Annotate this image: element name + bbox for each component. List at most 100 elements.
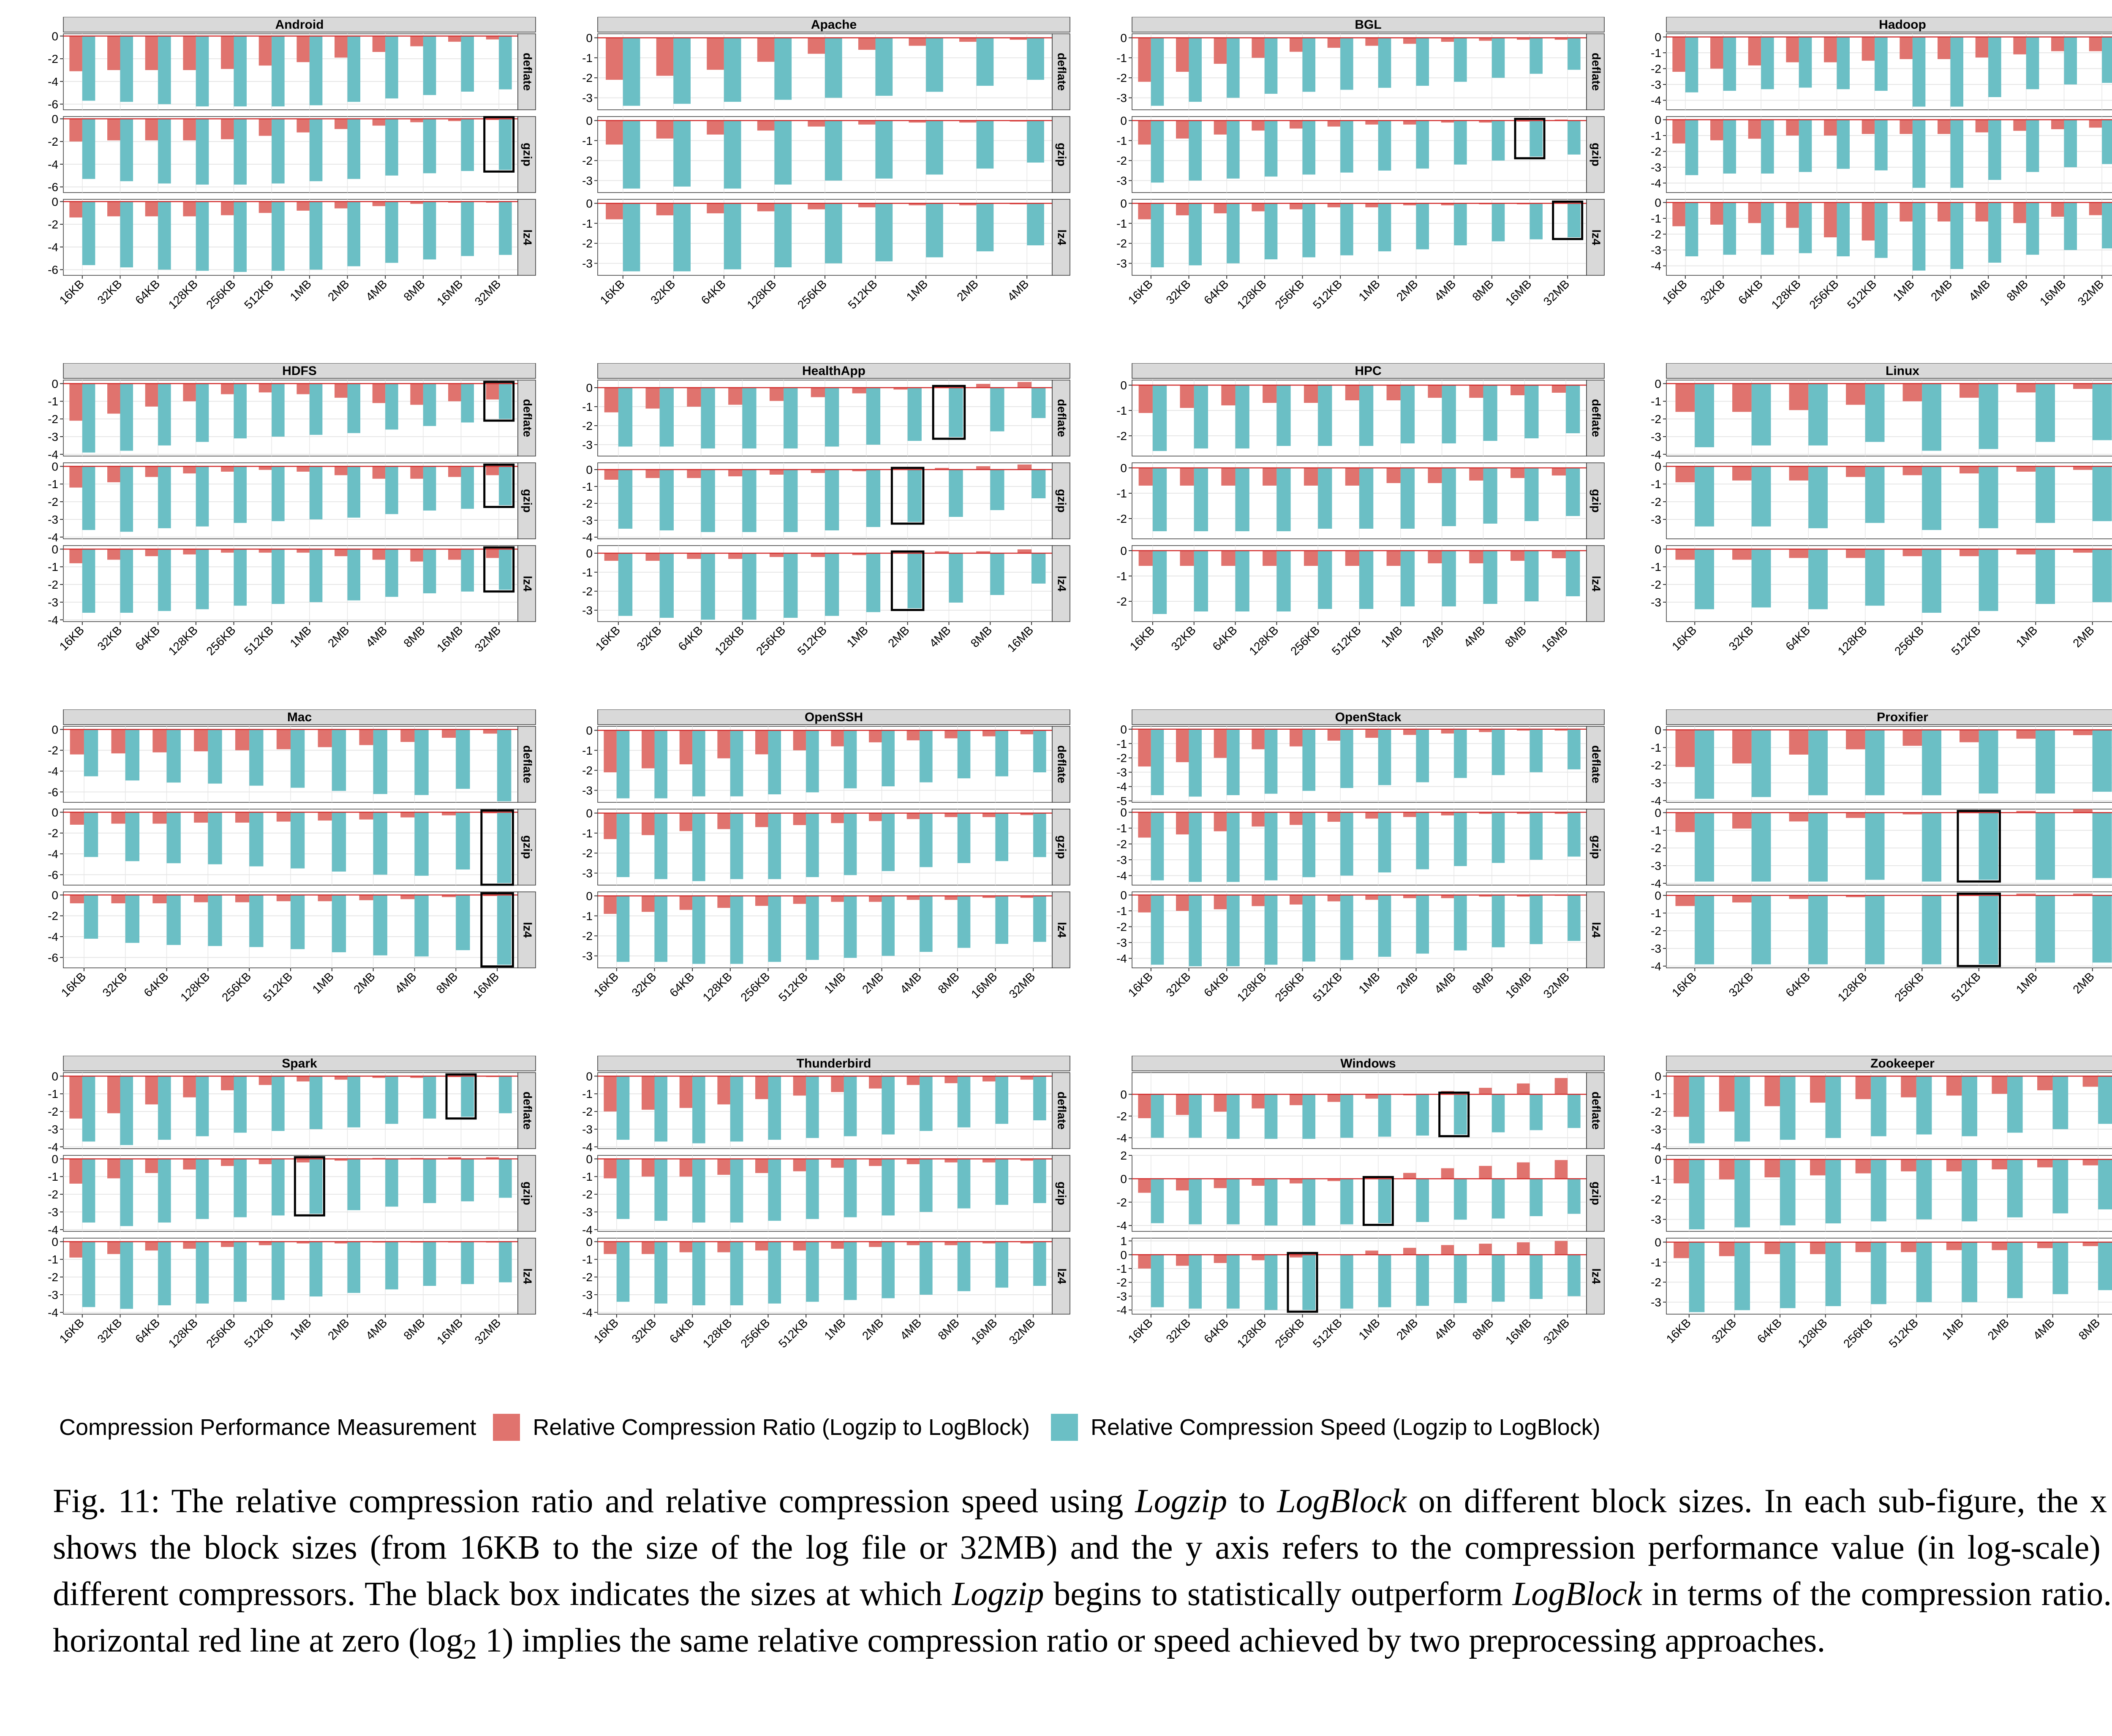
- x-tick-label: 64KB: [667, 970, 697, 999]
- bar-speed: [1685, 37, 1698, 92]
- bar-ratio: [1748, 202, 1761, 223]
- bar-ratio: [604, 1159, 617, 1179]
- panel-frame: [1132, 1155, 1587, 1232]
- bar-speed: [385, 119, 398, 176]
- legend-swatch-ratio: [493, 1414, 520, 1441]
- bar-ratio: [2013, 120, 2026, 131]
- x-tick-label: 64KB: [133, 277, 162, 307]
- bar-ratio: [1992, 1159, 2007, 1170]
- y-tick-label: 0: [586, 114, 593, 127]
- bar-speed: [385, 1242, 398, 1290]
- bar-speed: [692, 1159, 705, 1223]
- subplot-svg: Hadoop0-1-2-3-4deflate0-1-2-3-4gzip0-1-2…: [1651, 17, 2112, 312]
- facet-strip-label: deflate: [1590, 745, 1603, 783]
- bar-speed: [1723, 202, 1736, 255]
- bar-ratio: [1327, 1179, 1341, 1181]
- subplot-windows: Windows 0 -2 -4 deflate 2 0 -2 -4 gzip 1 0 -1 -2 -3 -4 l…: [1086, 1056, 1622, 1402]
- bar-speed: [2026, 37, 2039, 90]
- subplot-healthapp: HealthApp 0 -1 -2 -3 deflate 0 -1 -2 -3 -4 gzip 0 -1-…: [551, 363, 1088, 709]
- bar-ratio: [1403, 203, 1416, 206]
- x-tick-label: 16MB: [969, 970, 1000, 1001]
- bar-speed: [208, 895, 222, 946]
- bar-ratio: [194, 812, 208, 823]
- bar-ratio: [1517, 38, 1530, 40]
- y-tick-label: -2: [1651, 578, 1661, 591]
- bar-speed: [995, 1076, 1008, 1124]
- bar-ratio: [2073, 894, 2093, 896]
- bar-speed: [882, 1076, 895, 1135]
- facet-strip-label: lz4: [521, 922, 534, 938]
- bar-ratio: [1214, 729, 1227, 758]
- bar-ratio: [145, 383, 158, 407]
- bar-ratio: [1138, 1094, 1151, 1118]
- bar-speed: [957, 1159, 971, 1209]
- y-tick-label: 0: [1655, 806, 1661, 819]
- bar-speed: [1922, 812, 1941, 882]
- x-tick-label: 32KB: [1726, 623, 1756, 653]
- bar-ratio: [906, 1242, 920, 1245]
- bar-ratio: [717, 896, 730, 908]
- bar-ratio: [1946, 1076, 1962, 1096]
- bar-ratio: [1732, 895, 1752, 903]
- bar-speed: [920, 813, 933, 867]
- bar-speed: [1979, 383, 1998, 449]
- x-tick-label: 16KB: [598, 277, 627, 307]
- subplot-svg: Spark0-1-2-3-4deflate0-1-2-3-4gzip0-1-2-…: [48, 1056, 536, 1350]
- bar-speed: [1378, 120, 1391, 171]
- bar-ratio: [707, 203, 724, 214]
- bar-speed: [2102, 37, 2112, 83]
- bar-speed: [234, 383, 247, 439]
- x-tick-label: 256KB: [738, 970, 772, 1004]
- bar-ratio: [2089, 37, 2102, 52]
- panel-frame: [63, 199, 518, 276]
- bar-speed: [1922, 383, 1941, 451]
- y-tick-label: -3: [1651, 1213, 1661, 1226]
- bar-ratio: [1290, 1255, 1303, 1258]
- bar-speed: [456, 729, 470, 789]
- facet-strip-label: deflate: [1590, 399, 1603, 437]
- bar-speed: [1151, 895, 1164, 965]
- bar-speed: [618, 553, 633, 616]
- bar-ratio: [448, 36, 461, 42]
- x-tick-label: 16KB: [1127, 623, 1157, 653]
- bar-ratio: [221, 119, 234, 139]
- bar-speed: [1033, 1159, 1046, 1204]
- bar-speed: [1912, 202, 1926, 271]
- bar-ratio: [69, 1159, 82, 1184]
- bar-ratio: [400, 895, 415, 899]
- y-tick-label: -2: [1651, 228, 1661, 241]
- bar-speed: [2098, 1159, 2112, 1209]
- bar-ratio: [852, 388, 866, 394]
- bar-ratio: [297, 549, 310, 553]
- y-tick-label: -2: [1116, 429, 1127, 443]
- y-tick-label: -4: [48, 930, 58, 943]
- bar-speed: [1227, 1255, 1240, 1309]
- y-tick-label: -3: [582, 950, 593, 963]
- bar-ratio: [831, 1242, 844, 1249]
- bar-speed: [692, 1242, 705, 1306]
- bar-ratio: [707, 38, 724, 70]
- x-tick-label: 64KB: [1783, 623, 1813, 653]
- y-tick-label: -3: [48, 1123, 58, 1136]
- y-tick-label: -6: [48, 868, 58, 881]
- bar-speed: [423, 119, 436, 174]
- bar-ratio: [152, 895, 167, 904]
- bar-ratio: [1441, 895, 1454, 898]
- bar-speed: [461, 1242, 474, 1284]
- bar-speed: [120, 1159, 133, 1226]
- bar-ratio: [1290, 38, 1303, 52]
- caption-text-4: begins to statistically outperform: [1044, 1576, 1513, 1613]
- bar-speed: [1416, 38, 1429, 86]
- x-tick-label: 64KB: [699, 277, 728, 307]
- bar-speed: [730, 730, 743, 796]
- facet-strip: [517, 462, 536, 539]
- facet-title-strip: [1666, 709, 2112, 725]
- bar-speed: [84, 895, 98, 939]
- bar-speed: [920, 1159, 933, 1212]
- y-tick-label: -4: [1651, 177, 1661, 190]
- bar-speed: [158, 201, 171, 270]
- facet-strip-label: deflate: [1590, 1092, 1603, 1130]
- bar-speed: [768, 1242, 781, 1304]
- significance-box: [1957, 892, 2001, 967]
- subplot-thunderbird: Thunderbird 0 -1 -2 -3 -4 deflate 0 -1 -2 -3 -4 gzip…: [551, 1056, 1088, 1402]
